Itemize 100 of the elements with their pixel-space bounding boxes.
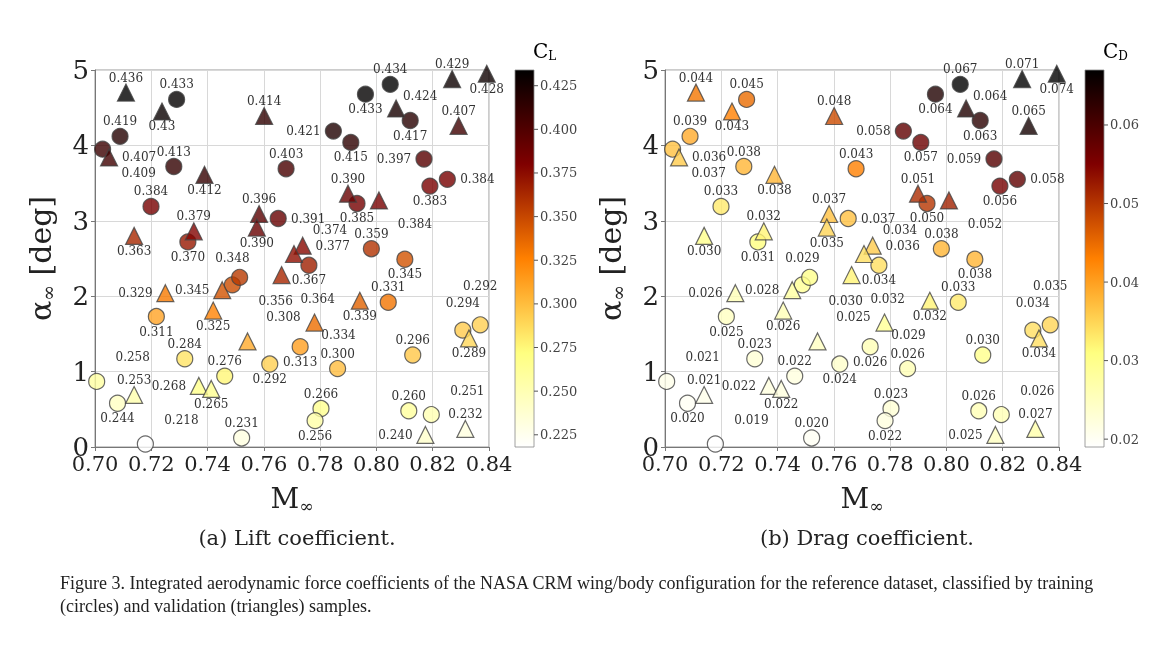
annotation: 0.045 xyxy=(729,77,764,92)
annotation: 0.413 xyxy=(156,144,191,159)
annotation: 0.057 xyxy=(903,150,938,165)
annotation: 0.384 xyxy=(133,184,169,199)
point xyxy=(404,346,422,364)
point xyxy=(695,385,714,405)
annotation: 0.048 xyxy=(816,93,852,108)
point xyxy=(168,90,186,108)
annotation: 0.313 xyxy=(282,354,318,369)
point xyxy=(786,367,804,385)
point xyxy=(695,226,714,245)
annotation: 0.300 xyxy=(320,346,355,361)
annotation: 0.325 xyxy=(196,318,231,333)
y-axis-title: α∞ [deg] xyxy=(22,195,59,322)
color-bar-label: 0.425 xyxy=(540,78,578,94)
annotation: 0.034 xyxy=(882,222,918,237)
point xyxy=(1013,69,1032,89)
annotation: 0.071 xyxy=(1004,57,1040,72)
annotation: 0.065 xyxy=(1011,103,1046,118)
annotation: 0.379 xyxy=(176,209,211,224)
point xyxy=(926,85,945,103)
annotation: 0.284 xyxy=(167,336,203,351)
annotation: 0.403 xyxy=(268,146,304,161)
point xyxy=(456,419,475,438)
annotation: 0.417 xyxy=(393,128,428,143)
annotation: 0.027 xyxy=(1018,406,1053,421)
annotation: 0.034 xyxy=(1015,296,1051,311)
y-tick-label: 4 xyxy=(72,130,89,161)
text: (a) Lift coefficient. xyxy=(198,525,396,550)
point xyxy=(459,329,479,348)
point xyxy=(825,106,844,126)
point xyxy=(899,359,917,378)
point xyxy=(152,102,172,121)
point xyxy=(754,222,773,241)
annotation: 0.421 xyxy=(286,124,321,139)
y-tick-label: 2 xyxy=(642,281,659,312)
y-axis-title: α∞ [deg] xyxy=(592,195,629,322)
annotation: 0.428 xyxy=(469,81,504,96)
annotation: 0.363 xyxy=(116,243,152,258)
point xyxy=(912,133,930,151)
point xyxy=(863,236,882,255)
x-tick-label: 0.82 xyxy=(979,451,1027,476)
point xyxy=(284,244,304,264)
x-tick-label: 0.78 xyxy=(866,451,914,476)
point xyxy=(808,332,827,351)
point xyxy=(247,218,266,237)
point xyxy=(920,291,939,310)
point xyxy=(350,291,369,310)
annotation: 0.032 xyxy=(746,209,781,224)
point xyxy=(854,244,874,264)
point xyxy=(156,284,175,303)
annotation: 0.043 xyxy=(838,146,874,161)
point xyxy=(839,209,857,228)
point xyxy=(400,402,418,420)
y-tick-label: 3 xyxy=(642,205,659,236)
color-bar-label: 0.375 xyxy=(540,165,578,181)
annotation: 0.037 xyxy=(811,192,847,207)
annotation: 0.311 xyxy=(139,324,174,339)
annotation: 0.029 xyxy=(891,327,926,342)
color-bar-label: 0.350 xyxy=(540,209,578,225)
y-tick-label: 2 xyxy=(72,281,89,312)
x-tick-label: 0.74 xyxy=(754,451,801,476)
annotation: 0.374 xyxy=(312,222,348,237)
point xyxy=(1029,329,1049,348)
annotation: 0.415 xyxy=(333,150,368,165)
annotation: 0.036 xyxy=(885,238,920,253)
point xyxy=(759,376,778,396)
y-tick-label: 4 xyxy=(642,130,659,161)
annotation: 0.028 xyxy=(745,283,780,298)
point xyxy=(722,102,742,121)
point xyxy=(108,394,127,412)
point xyxy=(870,256,888,274)
point xyxy=(233,429,251,447)
point xyxy=(669,148,689,167)
annotation: 0.035 xyxy=(809,235,844,250)
color-bar-label: 0.06 xyxy=(1110,117,1139,133)
annotation: 0.063 xyxy=(963,128,998,143)
point xyxy=(300,256,318,274)
annotation: 0.414 xyxy=(246,93,282,108)
annotation: 0.022 xyxy=(721,378,757,393)
annotation: 0.232 xyxy=(448,406,483,421)
point xyxy=(951,75,969,93)
x-tick-label: 0.82 xyxy=(409,451,457,476)
point xyxy=(939,191,959,210)
point xyxy=(974,346,992,364)
point xyxy=(949,293,967,311)
point xyxy=(738,90,756,108)
point xyxy=(165,157,183,176)
y-tick-label: 5 xyxy=(642,55,659,85)
point xyxy=(381,75,399,93)
point xyxy=(966,250,984,268)
y-tick-label: 1 xyxy=(72,356,89,387)
point xyxy=(706,435,724,453)
point xyxy=(986,425,1005,445)
annotation: 0.296 xyxy=(395,333,430,348)
point xyxy=(147,307,165,326)
annotation: 0.390 xyxy=(330,171,366,186)
annotation: 0.292 xyxy=(252,372,287,387)
annotation: 0.022 xyxy=(867,428,903,443)
annotation: 0.035 xyxy=(1033,278,1068,293)
